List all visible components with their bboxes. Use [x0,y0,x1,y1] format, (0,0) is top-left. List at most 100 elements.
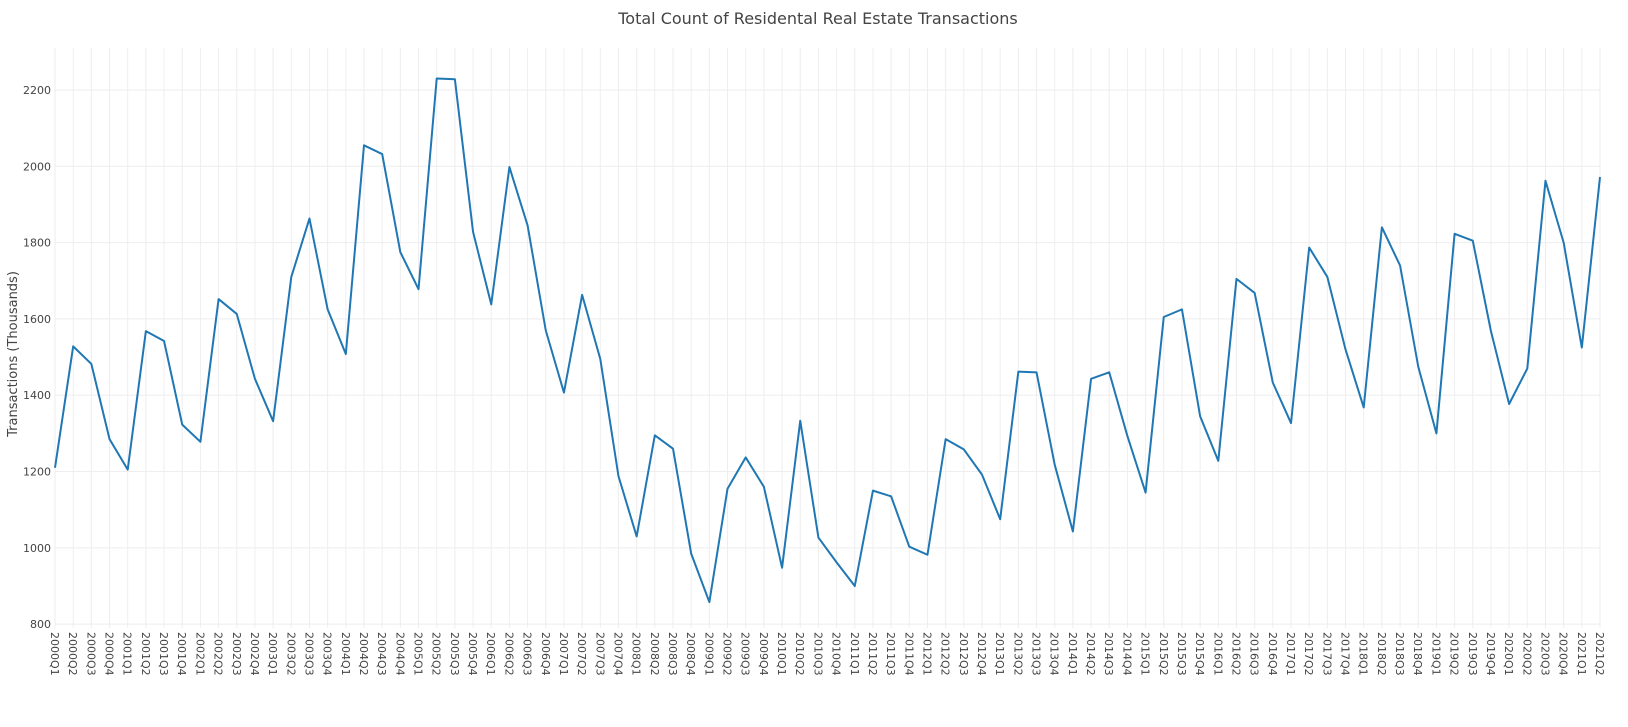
x-tick-label: 2019Q1 [1429,632,1442,676]
x-tick-label: 2010Q1 [775,632,788,676]
data-point [1070,528,1076,534]
x-tick-label: 2016Q4 [1266,632,1279,676]
data-point [906,544,912,550]
data-point [779,565,785,571]
x-tick-label: 2007Q1 [557,632,570,676]
data-point [1015,369,1021,375]
x-tick-label: 2000Q3 [84,632,97,676]
x-tick-label: 2008Q3 [666,632,679,676]
data-point [743,454,749,460]
x-tick-label: 2009Q4 [757,632,770,676]
data-point [725,486,731,492]
x-tick-label: 2014Q4 [1120,632,1133,676]
data-point [306,216,312,222]
data-point [706,599,712,605]
y-tick-label: 1600 [23,313,51,326]
data-point [1106,369,1112,375]
data-point [1415,364,1421,370]
x-tick-label: 2005Q3 [448,632,461,676]
data-point [379,151,385,157]
x-tick-label: 2001Q1 [121,632,134,676]
x-tick-label: 2014Q2 [1084,632,1097,676]
x-tick-label: 2016Q3 [1248,632,1261,676]
x-tick-label: 2009Q2 [721,632,734,676]
series-line [54,77,1601,604]
data-point [1252,290,1258,296]
data-point [597,356,603,362]
data-point [1397,263,1403,269]
x-tick-label: 2012Q1 [920,632,933,676]
data-point [52,465,58,471]
x-tick-label: 2017Q2 [1302,632,1315,676]
data-point [1470,238,1476,244]
x-tick-label: 2015Q1 [1139,632,1152,676]
data-point [634,533,640,539]
data-point [997,516,1003,522]
x-tick-label: 2019Q2 [1448,632,1461,676]
x-tick-label: 2013Q4 [1048,632,1061,676]
x-axis: 2000Q1 2000Q2 2000Q3 2000Q4 2001Q1 2001Q2 2001… [48,632,1606,676]
x-tick-label: 2015Q2 [1157,632,1170,676]
x-tick-label: 2018Q1 [1357,632,1370,676]
data-point [1506,401,1512,407]
y-tick-label: 1000 [23,542,51,555]
x-tick-label: 2019Q4 [1484,632,1497,676]
data-point [107,436,113,442]
x-tick-label: 2017Q4 [1339,632,1352,676]
x-tick-label: 2008Q2 [648,632,661,676]
x-tick-label: 2001Q3 [157,632,170,676]
data-point [1379,224,1385,230]
data-point [1179,306,1185,312]
data-point [1161,314,1167,320]
data-point [924,552,930,558]
x-tick-label: 2002Q4 [248,632,261,676]
data-point [197,439,203,445]
data-point [1088,376,1094,382]
data-point [688,551,694,557]
x-tick-label: 2018Q3 [1393,632,1406,676]
data-point [270,418,276,424]
x-tick-label: 2020Q3 [1538,632,1551,676]
data-point [361,142,367,148]
data-point [252,376,258,382]
data-point [325,306,331,312]
x-tick-label: 2003Q4 [321,632,334,676]
x-tick-label: 2013Q1 [993,632,1006,676]
x-tick-label: 2020Q1 [1502,632,1515,676]
grid-lines [54,48,1601,628]
x-tick-label: 2000Q1 [48,632,61,676]
x-tick-label: 2011Q2 [866,632,879,676]
x-tick-label: 2001Q4 [175,632,188,676]
x-tick-label: 2019Q3 [1466,632,1479,676]
x-tick-label: 2000Q2 [66,632,79,676]
x-tick-label: 2000Q4 [103,632,116,676]
data-point [88,361,94,367]
x-tick-label: 2020Q2 [1520,632,1533,676]
x-tick-label: 2008Q4 [684,632,697,676]
x-tick-label: 2005Q1 [412,632,425,676]
data-point [579,292,585,298]
x-tick-label: 2018Q2 [1375,632,1388,676]
x-tick-label: 2006Q3 [521,632,534,676]
data-point [416,286,422,292]
data-point [488,301,494,307]
data-point [979,472,985,478]
x-tick-label: 2002Q2 [212,632,225,676]
data-point [761,484,767,490]
x-tick-label: 2007Q4 [611,632,624,676]
x-tick-label: 2017Q1 [1284,632,1297,676]
x-tick-label: 2004Q2 [357,632,370,676]
x-tick-label: 2005Q4 [466,632,479,676]
data-point [943,436,949,442]
x-tick-label: 2016Q1 [1211,632,1224,676]
data-point [1579,345,1585,351]
data-point [652,432,658,438]
data-point [397,249,403,255]
x-tick-label: 2017Q3 [1320,632,1333,676]
chart-title: Total Count of Residental Real Estate Tr… [617,9,1018,28]
data-point [1452,231,1458,237]
data-point [1343,346,1349,352]
x-tick-label: 2009Q3 [739,632,752,676]
